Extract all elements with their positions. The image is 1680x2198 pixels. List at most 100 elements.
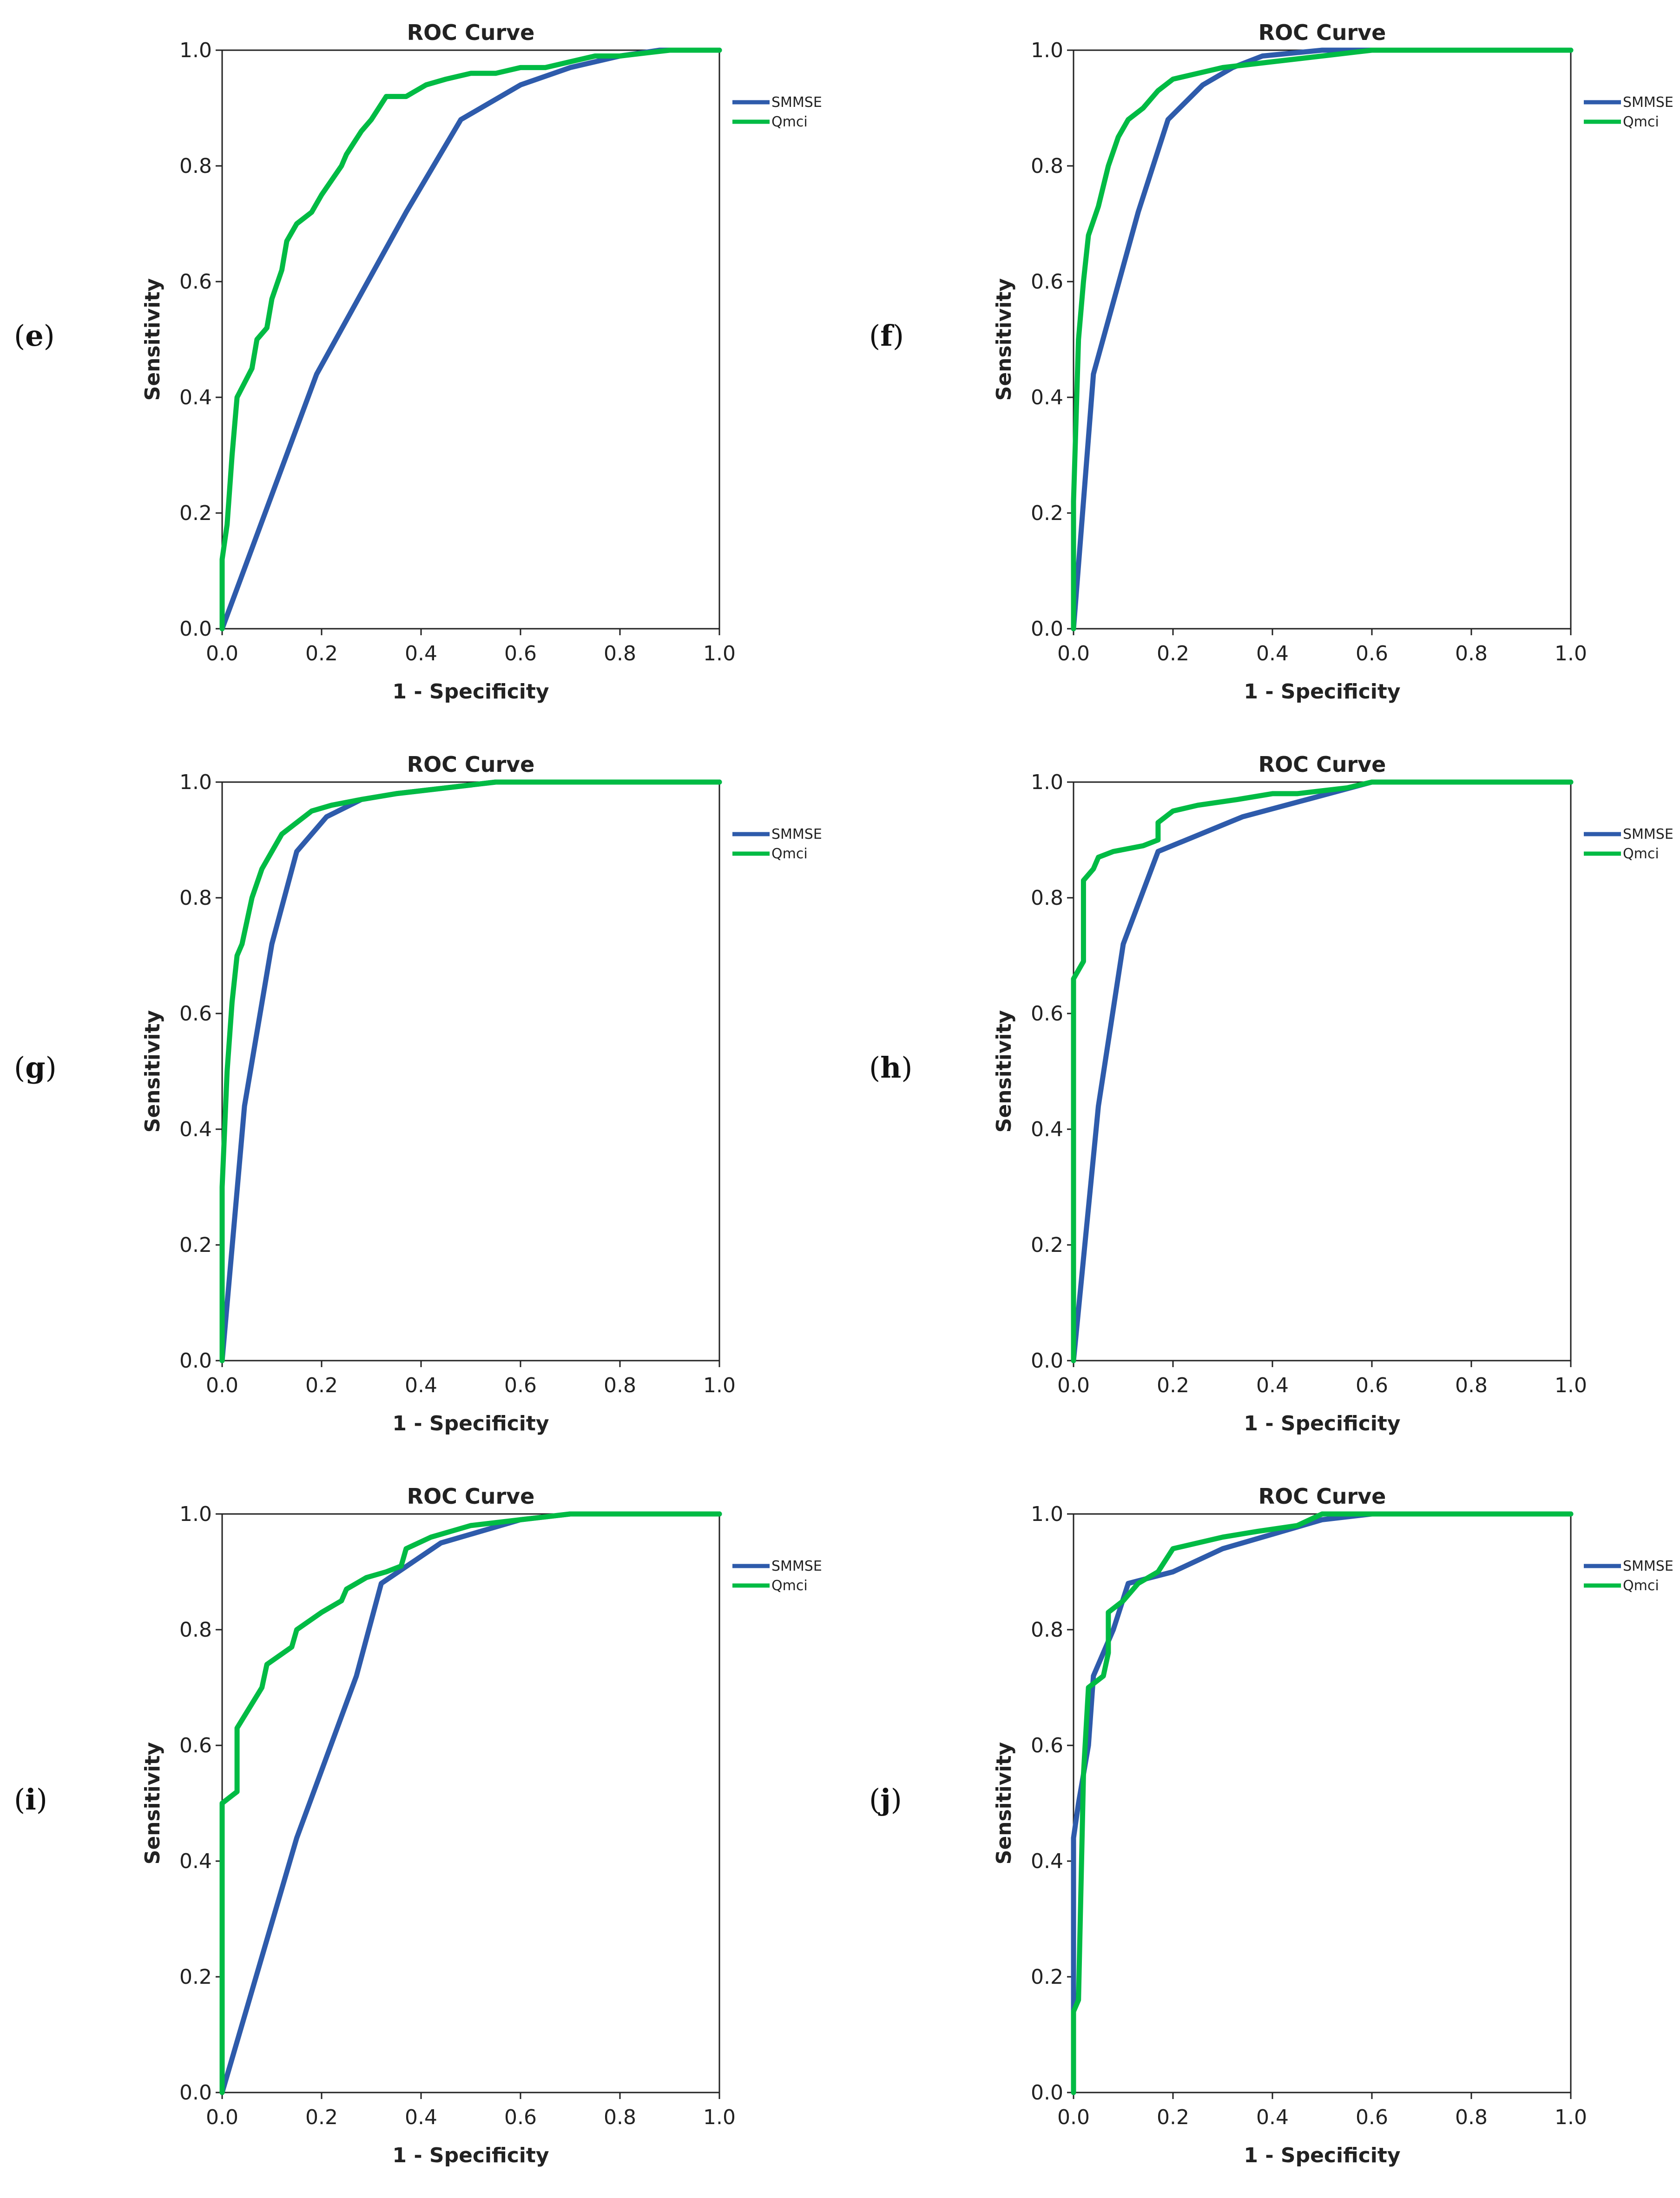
y-tick-label: 0.0: [179, 2081, 212, 2105]
legend-label: Qmci: [771, 846, 808, 862]
x-tick-label: 0.4: [405, 642, 437, 665]
panel-label: (h): [869, 1050, 913, 1085]
y-tick-label: 1.0: [179, 770, 212, 794]
x-tick-label: 1.0: [1555, 2106, 1587, 2129]
x-tick-label: 0.6: [1356, 1374, 1388, 1397]
x-tick-label: 0.0: [206, 1374, 238, 1397]
x-tick-label: 0.4: [405, 1374, 437, 1397]
x-tick-label: 0.8: [604, 642, 636, 665]
chart-panel-e: ROC Curve 0.0 0.2 0.4 0.6 0.8 1.0 0.0 0.2 0.4 0.6 0…: [141, 20, 822, 704]
series-line-smmse: [219, 779, 722, 1363]
y-axis-label: Sensitivity: [992, 1010, 1016, 1133]
y-tick-label: 0.4: [179, 1118, 212, 1141]
legend-label: SMMSE: [1623, 94, 1673, 111]
y-tick-label: 0.0: [1031, 1349, 1063, 1373]
x-axis-label: 1 - Specificity: [392, 1412, 549, 1435]
y-tick-label: 0.0: [1031, 2081, 1063, 2105]
y-tick-label: 1.0: [1031, 1502, 1063, 1526]
series-line-smmse: [1071, 47, 1574, 632]
chart-title: ROC Curve: [1258, 20, 1386, 45]
series-line-qmci: [219, 1511, 722, 2095]
legend-label: Qmci: [1623, 846, 1659, 862]
x-axis-label: 1 - Specificity: [392, 680, 549, 704]
y-tick-label: 0.0: [179, 617, 212, 641]
y-tick-label: 0.4: [1031, 1118, 1063, 1141]
y-tick-label: 0.4: [179, 386, 212, 409]
x-tick-label: 0.4: [405, 2106, 437, 2129]
chart-panel-h: ROC Curve 0.0 0.2 0.4 0.6 0.8 1.0 0.0 0.2 0.4 0.6 0…: [992, 752, 1673, 1435]
x-tick-label: 0.0: [1057, 1374, 1090, 1397]
x-tick-label: 0.8: [1455, 2106, 1488, 2129]
legend-label: Qmci: [771, 1578, 808, 1594]
legend-label: SMMSE: [771, 1558, 822, 1574]
legend-label: Qmci: [1623, 114, 1659, 130]
chart-title: ROC Curve: [407, 752, 535, 777]
panel-label-letter: f: [880, 318, 893, 353]
legend-label: SMMSE: [1623, 1558, 1673, 1574]
panel-label: (j): [869, 1782, 902, 1816]
y-tick-label: 0.4: [1031, 1849, 1063, 1873]
y-tick-label: 0.8: [179, 154, 212, 178]
x-tick-label: 0.8: [1455, 1374, 1488, 1397]
x-tick-label: 0.2: [305, 2106, 338, 2129]
y-tick-label: 0.8: [179, 1618, 212, 1642]
x-tick-label: 0.0: [1057, 642, 1090, 665]
series-line-smmse: [219, 1511, 722, 2095]
x-tick-label: 1.0: [703, 642, 736, 665]
plot-frame: [1073, 49, 1572, 630]
y-tick-label: 1.0: [1031, 770, 1063, 794]
y-tick-label: 0.2: [179, 501, 212, 525]
panel-label-letter: i: [25, 1782, 36, 1816]
y-tick-label: 1.0: [1031, 39, 1063, 62]
panel-label-letter: e: [25, 318, 44, 353]
chart-panel-g: ROC Curve 0.0 0.2 0.4 0.6 0.8 1.0 0.0 0.2 0.4 0.6 0…: [141, 752, 822, 1435]
y-tick-label: 0.0: [1031, 617, 1063, 641]
series-line-smmse: [1071, 1511, 1574, 2095]
y-tick-label: 0.4: [1031, 386, 1063, 409]
legend-label: Qmci: [771, 114, 808, 130]
y-axis-label: Sensitivity: [992, 278, 1016, 401]
x-tick-label: 0.2: [1157, 1374, 1189, 1397]
y-tick-label: 1.0: [179, 39, 212, 62]
y-tick-label: 0.4: [179, 1849, 212, 1873]
plot-frame: [221, 1513, 720, 2093]
x-tick-label: 0.0: [1057, 2106, 1090, 2129]
y-tick-label: 0.0: [179, 1349, 212, 1373]
y-tick-label: 0.2: [1031, 1233, 1063, 1257]
legend-label: Qmci: [1623, 1578, 1659, 1594]
x-tick-label: 0.2: [305, 1374, 338, 1397]
y-axis-label: Sensitivity: [141, 1010, 165, 1133]
series-line-smmse: [1071, 779, 1574, 1363]
legend-label: SMMSE: [771, 826, 822, 842]
x-tick-label: 1.0: [703, 2106, 736, 2129]
y-tick-label: 0.2: [179, 1233, 212, 1257]
x-tick-label: 0.6: [504, 1374, 537, 1397]
y-tick-label: 0.2: [1031, 501, 1063, 525]
x-tick-label: 0.4: [1256, 2106, 1289, 2129]
chart-title: ROC Curve: [1258, 752, 1386, 777]
legend-label: SMMSE: [1623, 826, 1673, 842]
plot-frame: [221, 49, 720, 630]
y-tick-label: 0.6: [1031, 1002, 1063, 1026]
y-tick-label: 0.2: [179, 1965, 212, 1989]
y-tick-label: 0.6: [1031, 270, 1063, 294]
y-tick-label: 0.8: [179, 886, 212, 910]
y-tick-label: 0.6: [179, 1734, 212, 1757]
panel-label-letter: g: [25, 1050, 46, 1085]
x-tick-label: 0.6: [1356, 642, 1388, 665]
x-tick-label: 0.0: [206, 642, 238, 665]
x-tick-label: 0.6: [1356, 2106, 1388, 2129]
y-tick-label: 0.6: [1031, 1734, 1063, 1757]
panel-label-letter: h: [880, 1050, 902, 1085]
y-tick-label: 0.8: [1031, 154, 1063, 178]
y-axis-label: Sensitivity: [992, 1742, 1016, 1865]
series-line-smmse: [219, 47, 722, 632]
chart-title: ROC Curve: [407, 20, 535, 45]
y-tick-label: 0.2: [1031, 1965, 1063, 1989]
x-axis-label: 1 - Specificity: [1244, 1412, 1400, 1435]
y-axis-label: Sensitivity: [141, 278, 165, 401]
x-tick-label: 0.0: [206, 2106, 238, 2129]
x-tick-label: 0.4: [1256, 642, 1289, 665]
x-tick-label: 0.6: [504, 2106, 537, 2129]
